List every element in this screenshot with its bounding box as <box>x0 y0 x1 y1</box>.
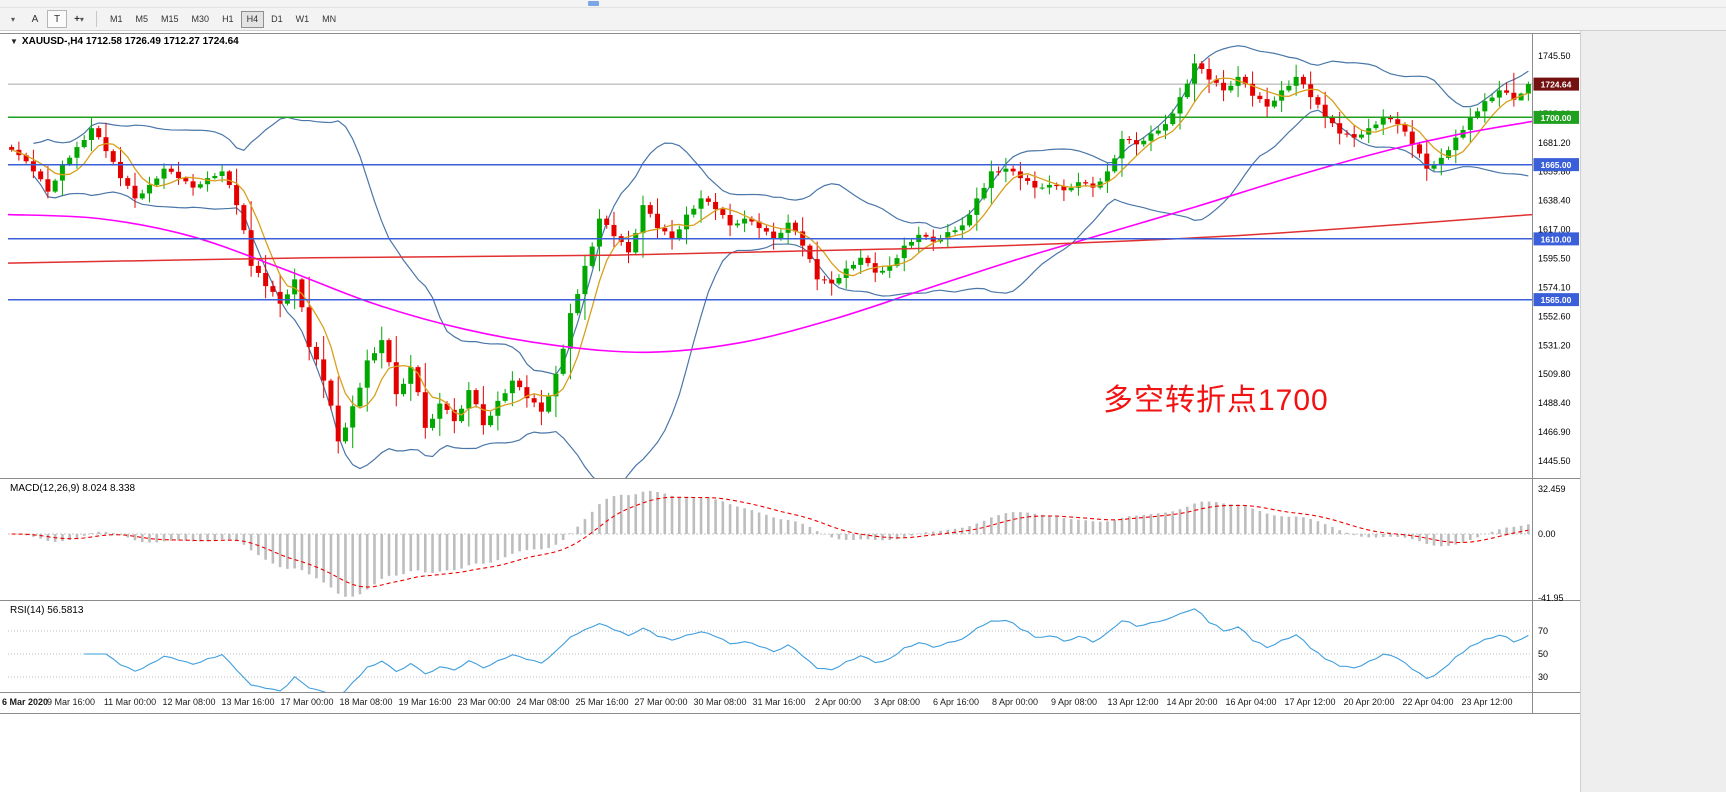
svg-text:0.00: 0.00 <box>1538 529 1556 539</box>
chart-title: ▼ XAUUSD-,H4 1712.58 1726.49 1712.27 1724… <box>10 36 239 47</box>
svg-text:23 Mar 00:00: 23 Mar 00:00 <box>457 697 510 707</box>
svg-text:1745.50: 1745.50 <box>1538 51 1571 61</box>
crosshair-icon: + <box>74 13 80 25</box>
svg-text:14 Apr 20:00: 14 Apr 20:00 <box>1166 697 1217 707</box>
svg-text:1681.20: 1681.20 <box>1538 138 1571 148</box>
collapse-triangle-icon[interactable]: ▼ <box>10 37 18 46</box>
chart-type-dropdown-button[interactable]: ▾ <box>3 10 23 28</box>
svg-text:1509.80: 1509.80 <box>1538 369 1571 379</box>
svg-text:50: 50 <box>1538 649 1548 659</box>
chart-canvas[interactable]: 1745.501702.601681.201659.801638.401617.… <box>0 31 1580 792</box>
svg-text:1659.80: 1659.80 <box>1538 167 1571 177</box>
svg-text:13 Apr 12:00: 13 Apr 12:00 <box>1107 697 1158 707</box>
svg-text:1617.00: 1617.00 <box>1538 224 1571 234</box>
svg-text:-41.95: -41.95 <box>1538 593 1564 603</box>
svg-text:8 Apr 00:00: 8 Apr 00:00 <box>992 697 1038 707</box>
tab-timeframe-w1[interactable]: W1 <box>290 11 316 28</box>
timeframe-group: M1 M5 M15 M30 H1 H4 D1 W1 MN <box>104 10 342 28</box>
svg-text:1665.00: 1665.00 <box>1541 160 1572 170</box>
annotation-tool-button[interactable]: A <box>25 10 45 28</box>
svg-text:6 Mar 2020: 6 Mar 2020 <box>2 697 48 707</box>
tab-timeframe-d1[interactable]: D1 <box>265 11 289 28</box>
svg-text:3 Apr 08:00: 3 Apr 08:00 <box>874 697 920 707</box>
svg-text:1574.10: 1574.10 <box>1538 282 1571 292</box>
svg-text:2 Apr 00:00: 2 Apr 00:00 <box>815 697 861 707</box>
svg-text:13 Mar 16:00: 13 Mar 16:00 <box>221 697 274 707</box>
svg-text:23 Apr 12:00: 23 Apr 12:00 <box>1461 697 1512 707</box>
partial-toolbar-icon[interactable] <box>588 1 599 6</box>
svg-text:1552.60: 1552.60 <box>1538 311 1571 321</box>
svg-text:9 Mar 16:00: 9 Mar 16:00 <box>47 697 95 707</box>
tab-timeframe-m15[interactable]: M15 <box>155 11 185 28</box>
svg-text:24 Mar 08:00: 24 Mar 08:00 <box>516 697 569 707</box>
svg-text:1700.00: 1700.00 <box>1541 113 1572 123</box>
toolbar-separator <box>96 11 97 27</box>
rsi-line <box>84 608 1529 692</box>
svg-text:1610.00: 1610.00 <box>1541 234 1572 244</box>
svg-text:1565.00: 1565.00 <box>1541 295 1572 305</box>
svg-text:1724.64: 1724.64 <box>1541 80 1572 90</box>
svg-text:30: 30 <box>1538 672 1548 682</box>
svg-text:1488.40: 1488.40 <box>1538 398 1571 408</box>
main-toolbar: ▾ A T + ▾ M1 M5 M15 M30 H1 H4 D1 W1 MN <box>0 8 1726 31</box>
svg-text:31 Mar 16:00: 31 Mar 16:00 <box>752 697 805 707</box>
tab-timeframe-h4[interactable]: H4 <box>240 10 265 28</box>
svg-text:1638.40: 1638.40 <box>1538 196 1571 206</box>
text-tool-button[interactable]: T <box>47 10 67 28</box>
svg-text:20 Apr 20:00: 20 Apr 20:00 <box>1343 697 1394 707</box>
chevron-down-icon: ▾ <box>79 14 84 24</box>
tab-timeframe-m5[interactable]: M5 <box>130 11 155 28</box>
svg-text:27 Mar 00:00: 27 Mar 00:00 <box>634 697 687 707</box>
chevron-down-icon: ▾ <box>10 14 15 24</box>
tab-timeframe-mn[interactable]: MN <box>316 11 342 28</box>
macd-histogram <box>11 490 1530 597</box>
svg-text:18 Mar 08:00: 18 Mar 08:00 <box>339 697 392 707</box>
svg-text:25 Mar 16:00: 25 Mar 16:00 <box>575 697 628 707</box>
svg-text:16 Apr 04:00: 16 Apr 04:00 <box>1225 697 1276 707</box>
svg-text:17 Mar 00:00: 17 Mar 00:00 <box>280 697 333 707</box>
crosshair-tool-button[interactable]: + ▾ <box>69 10 89 28</box>
rsi-label: RSI(14) 56.5813 <box>10 605 84 616</box>
svg-text:1445.50: 1445.50 <box>1538 456 1571 466</box>
svg-text:17 Apr 12:00: 17 Apr 12:00 <box>1284 697 1335 707</box>
chart-ohlc-text: XAUUSD-,H4 1712.58 1726.49 1712.27 1724.… <box>21 36 239 47</box>
svg-text:1466.90: 1466.90 <box>1538 427 1571 437</box>
annotation-text: 多空转折点1700 <box>1103 384 1329 417</box>
svg-text:22 Apr 04:00: 22 Apr 04:00 <box>1402 697 1453 707</box>
svg-text:6 Apr 16:00: 6 Apr 16:00 <box>933 697 979 707</box>
svg-text:70: 70 <box>1538 626 1548 636</box>
tab-timeframe-m1[interactable]: M1 <box>104 11 129 28</box>
svg-text:12 Mar 08:00: 12 Mar 08:00 <box>162 697 215 707</box>
workspace-background <box>1580 31 1726 792</box>
svg-text:32.459: 32.459 <box>1538 484 1566 494</box>
tab-timeframe-m30[interactable]: M30 <box>186 11 216 28</box>
tab-timeframe-h1[interactable]: H1 <box>216 11 240 28</box>
svg-text:11 Mar 00:00: 11 Mar 00:00 <box>104 697 156 707</box>
top-toolbar-sliver <box>0 0 1726 8</box>
macd-label: MACD(12,26,9) 8.024 8.338 <box>10 483 136 494</box>
svg-text:1595.50: 1595.50 <box>1538 253 1571 263</box>
chart-window: 1745.501702.601681.201659.801638.401617.… <box>0 31 1580 792</box>
svg-text:1531.20: 1531.20 <box>1538 340 1571 350</box>
svg-text:19 Mar 16:00: 19 Mar 16:00 <box>398 697 451 707</box>
svg-text:30 Mar 08:00: 30 Mar 08:00 <box>693 697 746 707</box>
svg-text:9 Apr 08:00: 9 Apr 08:00 <box>1051 697 1097 707</box>
